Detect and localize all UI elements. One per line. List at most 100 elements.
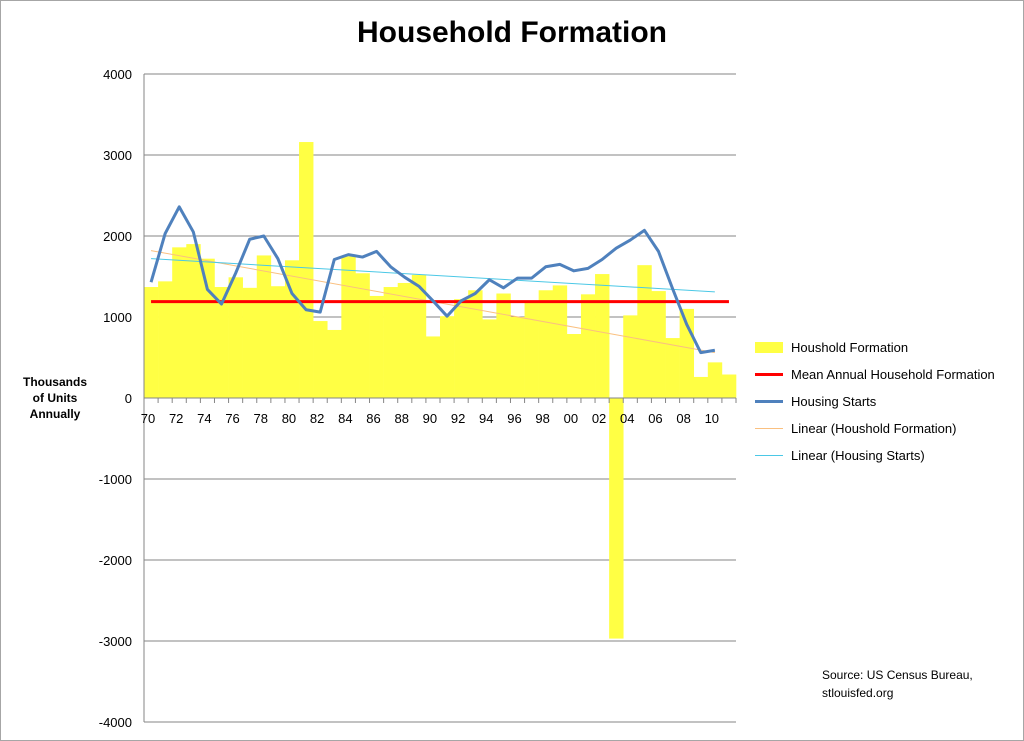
x-tick-label: 72 xyxy=(169,411,183,426)
y-tick-label: 2000 xyxy=(103,229,132,244)
bar-houshold-formation xyxy=(693,376,709,398)
bar-houshold-formation xyxy=(369,295,384,398)
bar-houshold-formation xyxy=(721,374,737,398)
x-tick-label: 02 xyxy=(592,411,606,426)
bar-houshold-formation xyxy=(299,142,314,398)
bar-houshold-formation xyxy=(454,299,469,398)
bar-houshold-formation xyxy=(327,329,342,398)
bar-houshold-formation xyxy=(566,334,582,398)
y-tick-label: 4000 xyxy=(103,67,132,82)
y-axis-label-line: Thousands xyxy=(22,375,87,389)
bar-houshold-formation xyxy=(242,287,258,398)
bar-houshold-formation xyxy=(468,290,483,398)
bar-houshold-formation xyxy=(200,258,215,398)
bar-houshold-formation xyxy=(425,336,441,398)
y-tick-label: -3000 xyxy=(99,634,132,649)
bar-houshold-formation xyxy=(665,338,680,398)
bar-houshold-formation xyxy=(186,244,201,398)
x-tick-label: 00 xyxy=(564,411,578,426)
y-axis-label-line: Annually xyxy=(29,407,81,421)
trendline xyxy=(151,258,715,293)
bar-houshold-formation xyxy=(158,281,173,398)
bar-houshold-formation xyxy=(623,315,638,398)
x-tick-label: 86 xyxy=(366,411,380,426)
x-tick-label: 98 xyxy=(535,411,549,426)
legend-item-linear-starts: Linear (Housing Starts) xyxy=(755,442,995,469)
y-tick-label: -4000 xyxy=(99,715,132,730)
x-tick-label: 88 xyxy=(394,411,408,426)
legend-label: Linear (Houshold Formation) xyxy=(791,421,957,436)
bar-houshold-formation xyxy=(256,255,272,398)
legend-swatch-line xyxy=(755,400,783,403)
grid-lines xyxy=(144,73,736,723)
x-tick-label: 76 xyxy=(225,411,239,426)
bar-houshold-formation xyxy=(651,291,666,398)
legend-label: Mean Annual Household Formation xyxy=(791,367,995,382)
bar-houshold-formation xyxy=(270,286,286,398)
x-tick-label: 70 xyxy=(141,411,155,426)
x-tick-label: 94 xyxy=(479,411,493,426)
x-tick-label: 04 xyxy=(620,411,634,426)
legend-swatch-line xyxy=(755,373,783,376)
x-tick-label: 96 xyxy=(507,411,521,426)
bar-houshold-formation xyxy=(411,274,427,398)
bar-series xyxy=(144,142,737,639)
bar-houshold-formation xyxy=(707,362,723,398)
bar-houshold-formation xyxy=(580,294,596,398)
y-tick-label: 0 xyxy=(125,391,132,406)
bar-houshold-formation xyxy=(397,282,413,398)
bar-houshold-formation xyxy=(637,265,652,398)
y-tick-label: -2000 xyxy=(99,553,132,568)
x-tick-label: 90 xyxy=(423,411,437,426)
x-tick-label: 82 xyxy=(310,411,324,426)
y-axis-label-line: of Units xyxy=(32,391,78,405)
bar-houshold-formation xyxy=(313,321,328,398)
legend-item-housing-starts: Housing Starts xyxy=(755,388,995,415)
y-axis-label: Thousands of Units Annually xyxy=(14,374,96,422)
bar-houshold-formation xyxy=(496,293,511,398)
x-tick-label: 08 xyxy=(676,411,690,426)
y-tick-label: 1000 xyxy=(103,310,132,325)
legend-swatch-line xyxy=(755,455,783,456)
legend-item-mean: Mean Annual Household Formation xyxy=(755,361,995,388)
y-tick-label: -1000 xyxy=(99,472,132,487)
legend-item-linear-houshold: Linear (Houshold Formation) xyxy=(755,415,995,442)
bar-houshold-formation xyxy=(383,287,399,398)
bar-houshold-formation xyxy=(214,287,229,398)
x-tick-label: 74 xyxy=(197,411,211,426)
bar-houshold-formation xyxy=(144,287,159,398)
bar-houshold-formation xyxy=(552,285,568,398)
x-tick-label: 10 xyxy=(705,411,719,426)
bar-houshold-formation xyxy=(341,256,356,398)
legend-swatch-bar xyxy=(755,342,783,353)
y-tick-label: 3000 xyxy=(103,148,132,163)
source-line: stlouisfed.org xyxy=(822,686,894,700)
x-tick-label: 06 xyxy=(648,411,662,426)
x-tick-label: 84 xyxy=(338,411,352,426)
bar-houshold-formation xyxy=(524,300,539,398)
legend-label: Housing Starts xyxy=(791,394,877,409)
bar-houshold-formation xyxy=(609,398,624,639)
bar-houshold-formation xyxy=(172,247,187,398)
bar-houshold-formation xyxy=(355,273,370,398)
bar-houshold-formation xyxy=(538,290,554,398)
source-note: Source: US Census Bureau, stlouisfed.org xyxy=(822,666,973,702)
legend-label: Linear (Housing Starts) xyxy=(791,448,925,463)
legend-label: Houshold Formation xyxy=(791,340,909,355)
x-tick-label: 78 xyxy=(254,411,268,426)
bar-houshold-formation xyxy=(440,316,455,398)
x-tick-label: 80 xyxy=(282,411,296,426)
legend-swatch-line xyxy=(755,428,783,429)
chart-title: Household Formation xyxy=(357,16,667,49)
bar-houshold-formation xyxy=(228,277,243,398)
bar-houshold-formation xyxy=(284,260,300,398)
legend: Houshold Formation Mean Annual Household… xyxy=(755,334,995,469)
x-tick-label: 92 xyxy=(451,411,465,426)
legend-item-houshold-formation: Houshold Formation xyxy=(755,334,995,361)
bar-houshold-formation xyxy=(482,319,497,398)
bar-houshold-formation xyxy=(510,317,525,398)
bar-houshold-formation xyxy=(595,274,610,398)
housing-starts-line xyxy=(149,205,716,355)
